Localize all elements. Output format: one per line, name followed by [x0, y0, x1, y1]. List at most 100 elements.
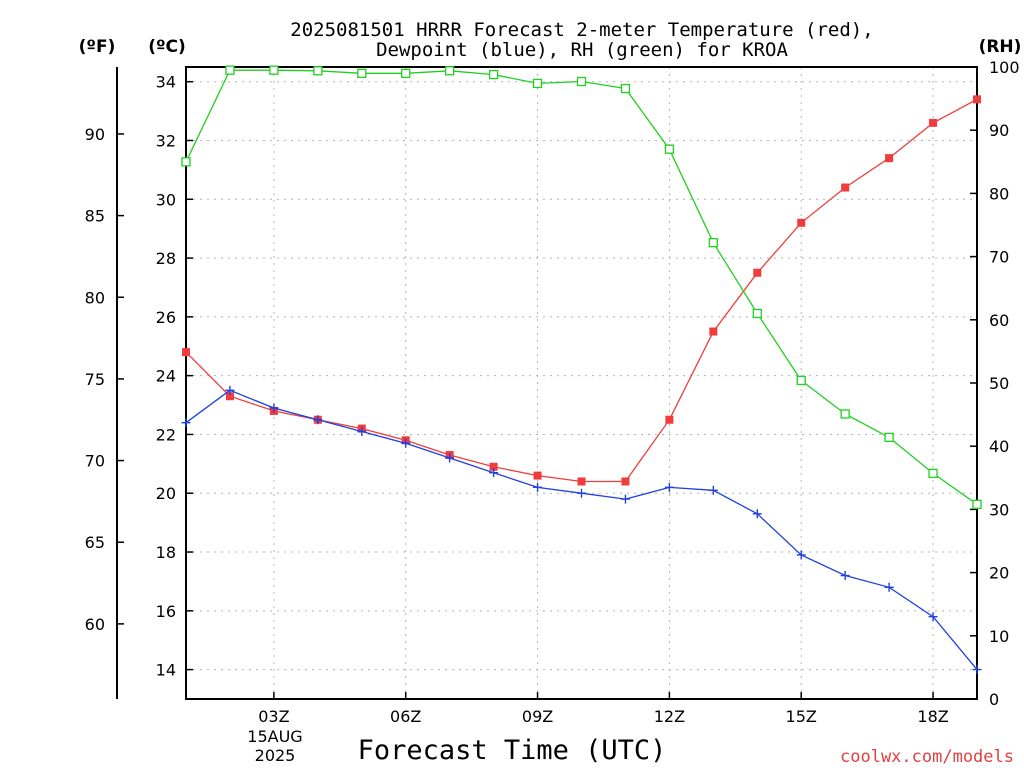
- dewpoint-point-16: [884, 582, 894, 592]
- fahrenheit-tick-label-3: 75: [85, 370, 105, 389]
- date-label-line-2: 2025: [255, 746, 296, 765]
- rh-point-18: [972, 499, 982, 509]
- grid-lines: [186, 67, 977, 699]
- temperature-point-8: [533, 471, 542, 480]
- x-tick-label-4: 15Z: [786, 707, 817, 726]
- dewpoint-point-9: [577, 488, 586, 498]
- dewpoint-point-4: [357, 427, 367, 437]
- dewpoint-point-1: [225, 385, 235, 395]
- dewpoint-point-17: [928, 612, 938, 622]
- dewpoint-point-11: [664, 482, 674, 492]
- dewpoint-point-12: [708, 485, 718, 495]
- celsius-tick-label-3: 20: [156, 484, 176, 503]
- celsius-tick-label-1: 16: [156, 602, 176, 621]
- rh-point-2: [269, 65, 279, 75]
- rh-point-3: [313, 66, 323, 76]
- rh-point-10: [620, 83, 631, 94]
- chart-title-line-1: 2025081501 HRRR Forecast 2-meter Tempera…: [290, 19, 873, 41]
- rh-tick-label-0: 0: [989, 690, 999, 709]
- fahrenheit-tick-label-1: 65: [85, 533, 105, 552]
- temperature-point-0: [182, 348, 190, 357]
- dewpoint-point-2: [269, 403, 279, 413]
- rh-tick-label-9: 90: [989, 121, 1009, 140]
- fahrenheit-tick-label-4: 80: [85, 288, 105, 307]
- credit-text: coolwx.com/models: [840, 747, 1014, 767]
- dewpoint-point-5: [401, 438, 411, 448]
- rh-point-9: [576, 76, 587, 87]
- dewpoint-point-18: [972, 665, 982, 675]
- rh-point-1: [225, 65, 235, 75]
- dewpoint-point-8: [533, 482, 543, 492]
- temperature-point-7: [489, 462, 498, 471]
- temperature-point-15: [841, 183, 850, 192]
- x-tick-label-5: 18Z: [917, 707, 948, 726]
- celsius-tick-label-10: 34: [156, 73, 176, 92]
- rh-point-16: [884, 432, 894, 443]
- temperature-point-13: [753, 268, 762, 277]
- rh-tick-label-4: 40: [989, 437, 1009, 456]
- celsius-tick-label-0: 14: [156, 661, 176, 680]
- temperature-point-17: [929, 118, 938, 127]
- rh-tick-label-2: 20: [989, 564, 1009, 583]
- fahrenheit-tick-label-6: 90: [85, 125, 105, 144]
- celsius-axis-label: (ºC): [148, 37, 186, 57]
- dewpoint-point-6: [445, 453, 455, 463]
- temperature-point-9: [577, 477, 586, 486]
- rh-point-5: [401, 68, 411, 78]
- rh-axis-label: (RH): [979, 37, 1022, 57]
- rh-line: [185, 69, 978, 505]
- rh-point-13: [752, 308, 762, 319]
- temperature-line: [185, 98, 978, 483]
- celsius-tick-label-2: 18: [156, 543, 176, 562]
- fahrenheit-tick-label-5: 85: [85, 207, 105, 226]
- rh-point-12: [708, 238, 718, 248]
- rh-tick-label-6: 60: [989, 311, 1009, 330]
- x-axis-title: Forecast Time (UTC): [358, 735, 667, 766]
- dewpoint-point-0: [181, 418, 191, 428]
- temperature-point-11: [665, 415, 674, 424]
- dewpoint-point-14: [796, 550, 806, 560]
- fahrenheit-tick-label-0: 60: [85, 615, 105, 634]
- rh-tick-label-7: 70: [989, 248, 1009, 267]
- rh-tick-label-10: 100: [989, 58, 1020, 77]
- celsius-tick-label-7: 28: [156, 249, 176, 268]
- rh-point-7: [488, 69, 499, 80]
- rh-point-17: [928, 468, 938, 479]
- rh-point-6: [445, 66, 455, 76]
- rh-tick-label-5: 50: [989, 374, 1009, 393]
- rh-tick-label-3: 30: [989, 500, 1009, 519]
- rh-point-0: [181, 157, 191, 167]
- celsius-tick-label-8: 30: [156, 190, 176, 209]
- temperature-point-1: [225, 392, 234, 401]
- plot-frame: [185, 66, 978, 700]
- fahrenheit-tick-label-2: 70: [85, 452, 105, 471]
- x-tick-label-3: 12Z: [654, 707, 685, 726]
- celsius-tick-label-4: 22: [156, 425, 176, 444]
- fahrenheit-axis-label: (ºF): [79, 37, 116, 57]
- chart-title-line-2: Dewpoint (blue), RH (green) for KROA: [376, 39, 788, 61]
- temperature-point-14: [797, 218, 806, 227]
- dewpoint-point-15: [840, 571, 850, 581]
- dewpoint-point-10: [620, 494, 630, 504]
- dewpoint-point-13: [752, 509, 762, 519]
- celsius-tick-label-6: 26: [156, 308, 176, 327]
- rh-point-14: [796, 375, 806, 386]
- dewpoint-point-3: [313, 415, 323, 425]
- celsius-tick-label-5: 24: [156, 367, 176, 386]
- x-tick-label-0: 03Z: [258, 707, 289, 726]
- celsius-tick-label-9: 32: [156, 131, 176, 150]
- rh-tick-label-8: 80: [989, 184, 1009, 203]
- x-tick-label-1: 06Z: [390, 707, 421, 726]
- dewpoint-point-7: [489, 468, 499, 478]
- temperature-point-10: [621, 477, 630, 486]
- date-label-line-1: 15AUG: [247, 727, 302, 746]
- rh-point-4: [357, 68, 367, 78]
- temperature-point-12: [709, 327, 718, 336]
- rh-point-11: [664, 144, 675, 154]
- series-layer: [181, 65, 982, 675]
- rh-tick-label-1: 10: [989, 627, 1009, 646]
- axes: 14 16 18 20 22 24 26 28 30 32 34 60 65 70 75 80 85 90 0 10 2…: [85, 58, 1020, 726]
- rh-point-8: [532, 78, 543, 89]
- temperature-point-16: [885, 154, 894, 163]
